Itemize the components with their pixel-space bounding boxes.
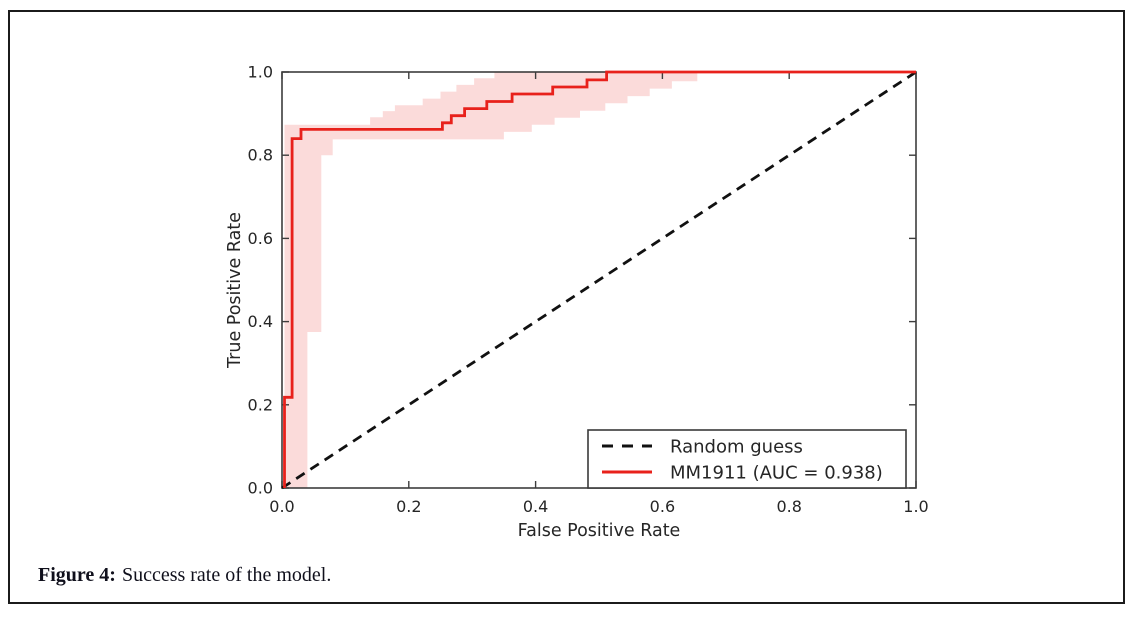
y-axis-label: True Positive Rate [225, 212, 245, 369]
confidence-band [284, 72, 698, 488]
y-tick-label: 0.8 [248, 146, 273, 165]
figure-caption: Figure 4: Success rate of the model. [38, 564, 331, 587]
roc-chart: 0.0 0.2 0.4 0.6 0.8 1.0 0.0 0.2 0.4 0.6 0.8 1.0 Fals… [225, 63, 929, 542]
roc-curve [283, 70, 916, 488]
legend-label-2: MM1911 (AUC = 0.938) [670, 463, 883, 484]
figure-caption-text: Success rate of the model. [121, 564, 332, 586]
legend-label-1: Random guess [670, 437, 803, 458]
y-tick-label: 0.0 [248, 479, 273, 498]
y-tick-label: 0.6 [248, 229, 273, 248]
x-tick-label: 0.2 [396, 497, 421, 516]
legend-box [587, 429, 907, 489]
random-guess-line [281, 70, 917, 490]
x-tick-label: 1.0 [903, 497, 928, 516]
y-tick-label: 0.4 [248, 312, 273, 331]
x-axis-label: False Positive Rate [518, 521, 681, 541]
x-tick-label: 0.8 [776, 497, 801, 516]
figure-caption-label: Figure 4: [38, 564, 116, 586]
figure-border-box: 0.0 0.2 0.4 0.6 0.8 1.0 0.0 0.2 0.4 0.6 0.8 1.0 Fals… [8, 10, 1125, 604]
x-tick-label: 0.6 [650, 497, 675, 516]
x-tick-label: 0.0 [269, 497, 294, 516]
y-tick-label: 1.0 [248, 63, 273, 82]
x-tick-label: 0.4 [523, 497, 548, 516]
y-tick-label: 0.2 [248, 395, 273, 414]
